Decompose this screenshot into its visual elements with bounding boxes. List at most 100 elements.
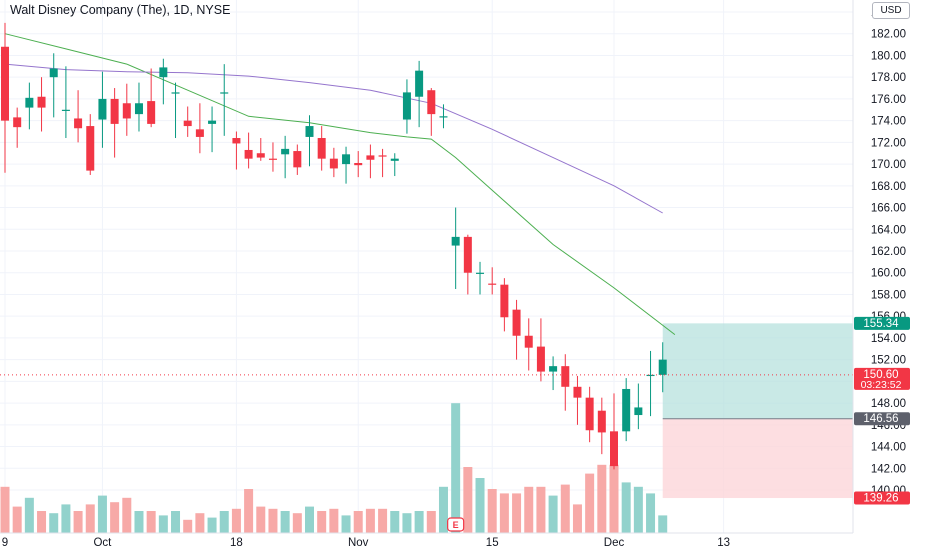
- candle-body: [159, 67, 168, 78]
- candle-body: [244, 149, 253, 159]
- volume-bar: [365, 508, 375, 533]
- time-tick-label: Oct: [93, 537, 112, 549]
- time-tick-label: 15: [486, 537, 499, 549]
- candle-body: [25, 97, 34, 108]
- volume-bar: [244, 489, 254, 533]
- candle-body: [13, 117, 22, 128]
- candle-body: [634, 407, 643, 416]
- time-tick-label: 13: [717, 537, 730, 549]
- take-profit-badge-value: 155.34: [863, 318, 899, 330]
- volume-bar: [414, 511, 424, 533]
- volume-bar: [122, 497, 132, 533]
- time-tick-label: Nov: [348, 537, 369, 549]
- last-price-badge-countdown: 03:23:52: [861, 379, 902, 391]
- volume-bar: [61, 504, 71, 533]
- candle-body: [74, 118, 83, 129]
- candle-body: [232, 138, 241, 144]
- candle-body: [415, 70, 424, 97]
- volume-bar: [426, 511, 436, 533]
- candle-body: [463, 236, 472, 273]
- candle-body: [597, 410, 606, 433]
- candle-body: [305, 126, 314, 137]
- candle-body: [646, 374, 655, 377]
- last-price-badge[interactable]: [854, 367, 910, 390]
- price-tick-label: 152.00: [871, 355, 906, 367]
- earnings-label: E: [453, 520, 459, 530]
- candle-body: [317, 138, 326, 159]
- candle-body: [476, 272, 485, 274]
- volume-bar: [12, 506, 22, 533]
- candle-body: [281, 148, 290, 155]
- currency-button[interactable]: USD: [872, 2, 910, 19]
- ma-fast-line: [4, 33, 676, 335]
- candle-body: [61, 109, 70, 111]
- volume-bar: [438, 486, 448, 533]
- volume-bar: [658, 515, 668, 533]
- volume-bar: [158, 515, 168, 533]
- volume-bar: [85, 504, 95, 533]
- long-position-tool[interactable]: [662, 323, 853, 499]
- earnings-icon[interactable]: [447, 517, 465, 532]
- volume-bar: [195, 513, 205, 533]
- price-tick-label: 162.00: [871, 246, 906, 258]
- price-scale[interactable]: 184.00182.00180.00178.00176.00174.00172.…: [852, 0, 932, 550]
- stop-loss-badge[interactable]: [854, 491, 910, 505]
- candle-body: [293, 151, 302, 168]
- candle-body: [256, 153, 265, 158]
- price-tick-label: 178.00: [871, 72, 906, 84]
- candle-body: [439, 116, 448, 118]
- candle-body: [110, 98, 119, 124]
- loss-zone[interactable]: [662, 418, 853, 499]
- volume-bar: [37, 511, 47, 533]
- price-tick-label: 170.00: [871, 159, 906, 171]
- earnings-marker[interactable]: E: [447, 517, 465, 532]
- volume-bar: [146, 511, 156, 533]
- volume-bar: [292, 513, 302, 533]
- volume-bar: [73, 511, 83, 533]
- candle-body: [402, 92, 411, 120]
- stop-loss-badge-value: 139.26: [863, 493, 898, 505]
- candle-body: [561, 366, 570, 387]
- candle-body: [268, 158, 277, 160]
- chart-title: Walt Disney Company (The), 1D, NYSE: [10, 3, 231, 17]
- candle-body: [390, 158, 399, 161]
- grid: [0, 0, 853, 533]
- candle-body: [195, 129, 204, 137]
- profit-zone[interactable]: [662, 323, 853, 419]
- candle-body: [366, 155, 375, 160]
- candle-body: [585, 397, 594, 431]
- candle-body: [451, 236, 460, 246]
- candle-body: [134, 103, 143, 115]
- volume-bar: [268, 508, 278, 533]
- entry-price-badge[interactable]: [854, 412, 910, 426]
- volume-bar: [110, 502, 120, 533]
- volume-bar: [280, 511, 290, 533]
- candle-body: [549, 366, 558, 372]
- volume-bar: [524, 486, 534, 533]
- price-tick-label: 176.00: [871, 94, 906, 106]
- volume-series: [0, 403, 668, 533]
- volume-bar: [219, 511, 229, 533]
- volume-bar: [560, 484, 570, 533]
- price-tick-label: 142.00: [871, 463, 906, 475]
- volume-bar: [171, 511, 181, 533]
- volume-bar: [572, 504, 582, 533]
- price-tick-label: 160.00: [871, 268, 906, 280]
- candle-body: [329, 158, 338, 169]
- candle-body: [658, 359, 667, 375]
- take-profit-badge[interactable]: [854, 316, 910, 330]
- price-tick-label: 154.00: [871, 333, 906, 345]
- volume-bar: [256, 506, 266, 533]
- volume-bar: [451, 403, 461, 533]
- time-scale[interactable]: 9 Oct 18 Nov 15 Dec 13: [0, 532, 853, 550]
- volume-bar: [536, 486, 546, 533]
- candle-body: [171, 92, 180, 94]
- price-tick-label: 180.00: [871, 50, 906, 62]
- volume-bar: [134, 511, 144, 533]
- volume-bar: [305, 506, 314, 533]
- volume-bar: [183, 519, 193, 533]
- candle-body: [573, 386, 582, 398]
- time-scale-bg: [0, 533, 853, 550]
- volume-bar: [378, 508, 388, 533]
